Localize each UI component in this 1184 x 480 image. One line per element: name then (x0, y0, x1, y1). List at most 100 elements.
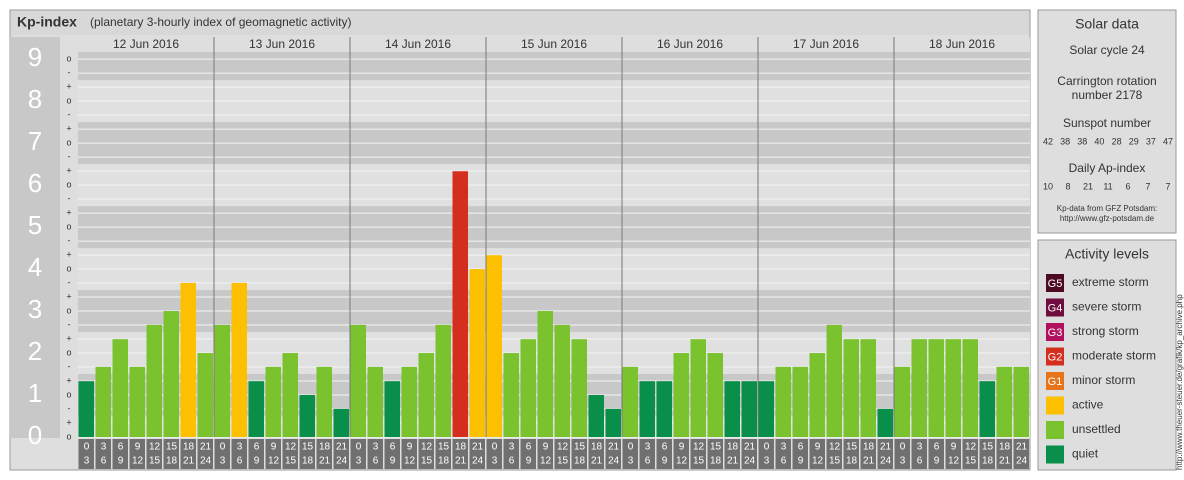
hour-label: 6 (254, 442, 260, 453)
hour-label: 9 (271, 442, 277, 453)
hour-label: 18 (863, 442, 875, 453)
hour-label: 9 (407, 442, 413, 453)
hour-label: 6 (917, 456, 923, 467)
activity-title: Activity levels (1065, 246, 1149, 262)
hour-cell (588, 439, 604, 469)
hour-label: 21 (999, 456, 1011, 467)
hour-label: 15 (982, 442, 994, 453)
hour-label: 15 (693, 456, 705, 467)
sublevel-label: - (68, 109, 71, 119)
solar-value: 10 (1043, 181, 1053, 191)
hour-label: 18 (999, 442, 1011, 453)
hour-label: 21 (591, 456, 603, 467)
solar-value: 29 (1129, 136, 1139, 146)
legend-code: G3 (1048, 327, 1063, 339)
y-tick-label: 7 (28, 126, 42, 156)
bar (758, 381, 774, 437)
hour-label: 18 (727, 442, 739, 453)
bar (231, 282, 247, 437)
bar (775, 366, 791, 437)
legend-name: active (1072, 398, 1104, 412)
bar (248, 381, 264, 437)
hour-label: 21 (880, 442, 892, 453)
bar (911, 339, 927, 437)
sublevel-label: + (66, 375, 71, 385)
bar (588, 395, 604, 437)
hour-cell (520, 439, 536, 469)
hour-label: 12 (965, 442, 977, 453)
date-label: 16 Jun 2016 (657, 37, 723, 51)
sublevel-label: + (66, 123, 71, 133)
legend-name: moderate storm (1072, 349, 1156, 363)
hour-cell (537, 439, 553, 469)
bar (673, 353, 689, 437)
bar (503, 353, 519, 437)
hour-cell (860, 439, 876, 469)
hour-cell (418, 439, 434, 469)
date-label: 18 Jun 2016 (929, 37, 995, 51)
hour-label: 6 (781, 456, 787, 467)
sublevel-label: + (66, 417, 71, 427)
date-label: 17 Jun 2016 (793, 37, 859, 51)
solar-value: 40 (1094, 136, 1104, 146)
hour-label: 3 (645, 442, 651, 453)
hour-cell (741, 439, 757, 469)
y-tick-label: 9 (28, 42, 42, 72)
hour-label: 9 (679, 442, 685, 453)
bar (112, 339, 128, 437)
ap-title: Daily Ap-index (1069, 161, 1146, 175)
hour-cell (690, 439, 706, 469)
solar-value: 42 (1043, 136, 1053, 146)
hour-cell (826, 439, 842, 469)
bar (622, 366, 638, 437)
hour-label: 3 (84, 456, 90, 467)
hour-label: 9 (118, 456, 124, 467)
sublevel-label: + (66, 207, 71, 217)
bar (452, 171, 468, 438)
sublevel-label: o (66, 179, 71, 189)
hour-label: 6 (934, 442, 940, 453)
sublevel-label: o (66, 305, 71, 315)
y-tick-label: 3 (28, 294, 42, 324)
y-tick-label: 0 (28, 420, 42, 450)
hour-cell (214, 439, 230, 469)
sublevel-label: o (66, 347, 71, 357)
bar (435, 324, 451, 437)
hour-label: 9 (815, 442, 821, 453)
bar (809, 353, 825, 437)
hour-label: 21 (183, 456, 195, 467)
bar (367, 366, 383, 437)
legend-code: G1 (1048, 376, 1063, 388)
bar (146, 324, 162, 437)
bar (384, 381, 400, 437)
bar (639, 381, 655, 437)
bar (299, 395, 315, 437)
solar-value: 7 (1145, 181, 1150, 191)
hour-label: 0 (220, 442, 226, 453)
hour-label: 18 (302, 456, 314, 467)
hour-label: 6 (526, 442, 532, 453)
hour-label: 6 (509, 456, 515, 467)
bar (333, 408, 349, 437)
hour-label: 24 (336, 456, 348, 467)
bar (605, 408, 621, 437)
hour-cell (197, 439, 213, 469)
hour-label: 9 (526, 456, 532, 467)
hour-label: 6 (390, 442, 396, 453)
hour-label: 0 (356, 442, 362, 453)
solar-panel (1037, 9, 1177, 234)
bar (316, 366, 332, 437)
hour-label: 15 (149, 456, 161, 467)
legend-swatch (1046, 421, 1064, 439)
hour-cell (231, 439, 247, 469)
hour-label: 15 (438, 442, 450, 453)
bar (656, 381, 672, 437)
hour-label: 6 (118, 442, 124, 453)
hour-cell (350, 439, 366, 469)
carrington: number 2178 (1072, 88, 1143, 102)
hour-label: 6 (645, 456, 651, 467)
hour-label: 9 (390, 456, 396, 467)
hour-cell (843, 439, 859, 469)
hour-label: 3 (220, 456, 226, 467)
hour-cell (605, 439, 621, 469)
